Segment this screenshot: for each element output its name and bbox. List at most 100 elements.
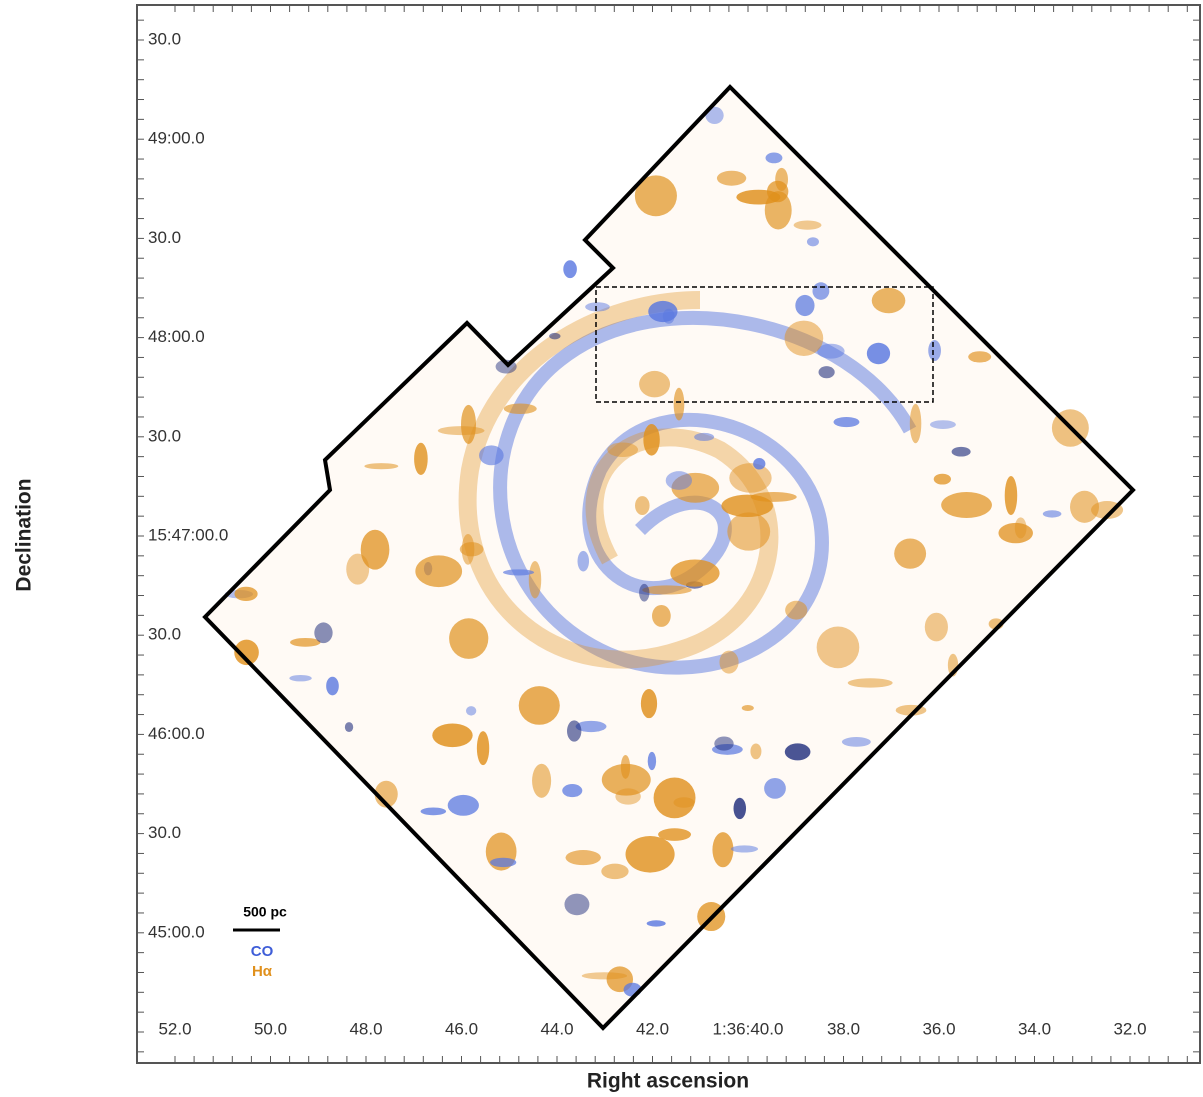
ha-region [674,388,685,421]
x-tick-label: 52.0 [158,1019,191,1038]
y-tick-label: 49:00.0 [148,129,205,148]
ha-region [736,190,780,205]
co-cloud [503,569,534,575]
co-cloud [834,417,860,427]
co-cloud [289,675,311,681]
x-tick-label: 44.0 [540,1019,573,1038]
ha-region [290,638,320,647]
co-cloud [766,153,783,164]
co-cloud [819,366,835,378]
ha-region [504,404,537,414]
co-cloud [666,471,692,490]
co-cloud [647,920,666,926]
x-tick-label: 36.0 [922,1019,955,1038]
co-cloud [734,798,747,819]
co-cloud [421,807,447,815]
co-cloud [585,302,610,311]
ha-region [601,864,628,880]
co-cloud [928,340,941,361]
ha-region [1070,491,1099,523]
co-cloud [648,752,656,770]
y-tick-label: 30.0 [148,29,181,48]
y-tick-label: 48:00.0 [148,327,205,346]
ha-region [848,678,893,687]
ha-region [719,651,738,674]
ha-region [462,534,475,565]
ha-region [941,492,992,518]
co-cloud [549,333,560,339]
ha-region [872,288,906,313]
co-cloud [562,784,582,797]
ha-region [641,689,657,718]
ha-region [566,850,601,865]
ha-region [894,538,926,568]
co-cloud [564,894,589,916]
x-tick-label: 50.0 [254,1019,287,1038]
co-cloud [764,778,786,799]
co-cloud [731,845,758,852]
ha-region [532,764,551,798]
ha-region [432,723,472,747]
y-tick-label: 46:00.0 [148,724,205,743]
figure: 500 pc CO Hα Right ascension Declination… [0,0,1203,1097]
y-tick-label: 45:00.0 [148,922,205,941]
x-tick-label: 46.0 [445,1019,478,1038]
y-tick-label: 30.0 [148,823,181,842]
y-tick-label: 15:47:00.0 [148,525,228,544]
ha-region [529,561,541,598]
ha-region [519,686,560,725]
x-tick-label: 32.0 [1113,1019,1146,1038]
ha-region [717,171,746,186]
ha-region [652,605,671,627]
ha-region [910,404,922,443]
ha-region [643,424,659,456]
ha-region [727,512,770,550]
co-cloud [448,795,479,816]
ha-region [785,601,807,620]
ha-region [934,474,951,485]
ha-region [364,463,398,469]
co-cloud [567,720,581,741]
scale-bar-label: 500 pc [243,904,287,920]
ha-region [621,755,630,779]
x-tick-label: 42.0 [636,1019,669,1038]
y-tick-label: 30.0 [148,625,181,644]
ha-region [670,559,719,586]
ha-region [729,463,771,493]
ha-region [673,797,694,807]
co-cloud [842,737,871,747]
y-axis-title: Declination [13,478,36,591]
co-cloud [753,458,765,470]
co-cloud [694,433,714,441]
ha-region [346,554,369,585]
co-cloud [479,445,504,465]
ha-region [1005,476,1018,515]
ha-region [414,443,428,475]
ha-region [794,221,822,230]
ha-region [626,836,675,873]
co-cloud [648,301,677,322]
ha-region [607,442,638,457]
x-axis-title: Right ascension [587,1070,749,1093]
legend-co: CO [251,943,274,960]
co-cloud [1043,510,1062,517]
ha-region [642,585,691,594]
co-cloud [314,622,332,643]
co-cloud [785,743,811,760]
co-cloud [795,295,814,316]
ha-region [785,321,824,356]
legend-ha: Hα [252,963,273,980]
ha-region [477,731,489,765]
co-cloud [867,343,890,364]
ha-region [751,492,797,502]
co-cloud [345,722,353,732]
ha-region [449,618,488,659]
ha-region [1015,517,1027,538]
ha-region [582,972,627,979]
co-cloud [639,584,649,602]
co-cloud [714,736,733,750]
ha-region [615,788,640,804]
ha-region [750,743,761,759]
ha-region [817,627,860,669]
co-cloud [466,706,476,715]
